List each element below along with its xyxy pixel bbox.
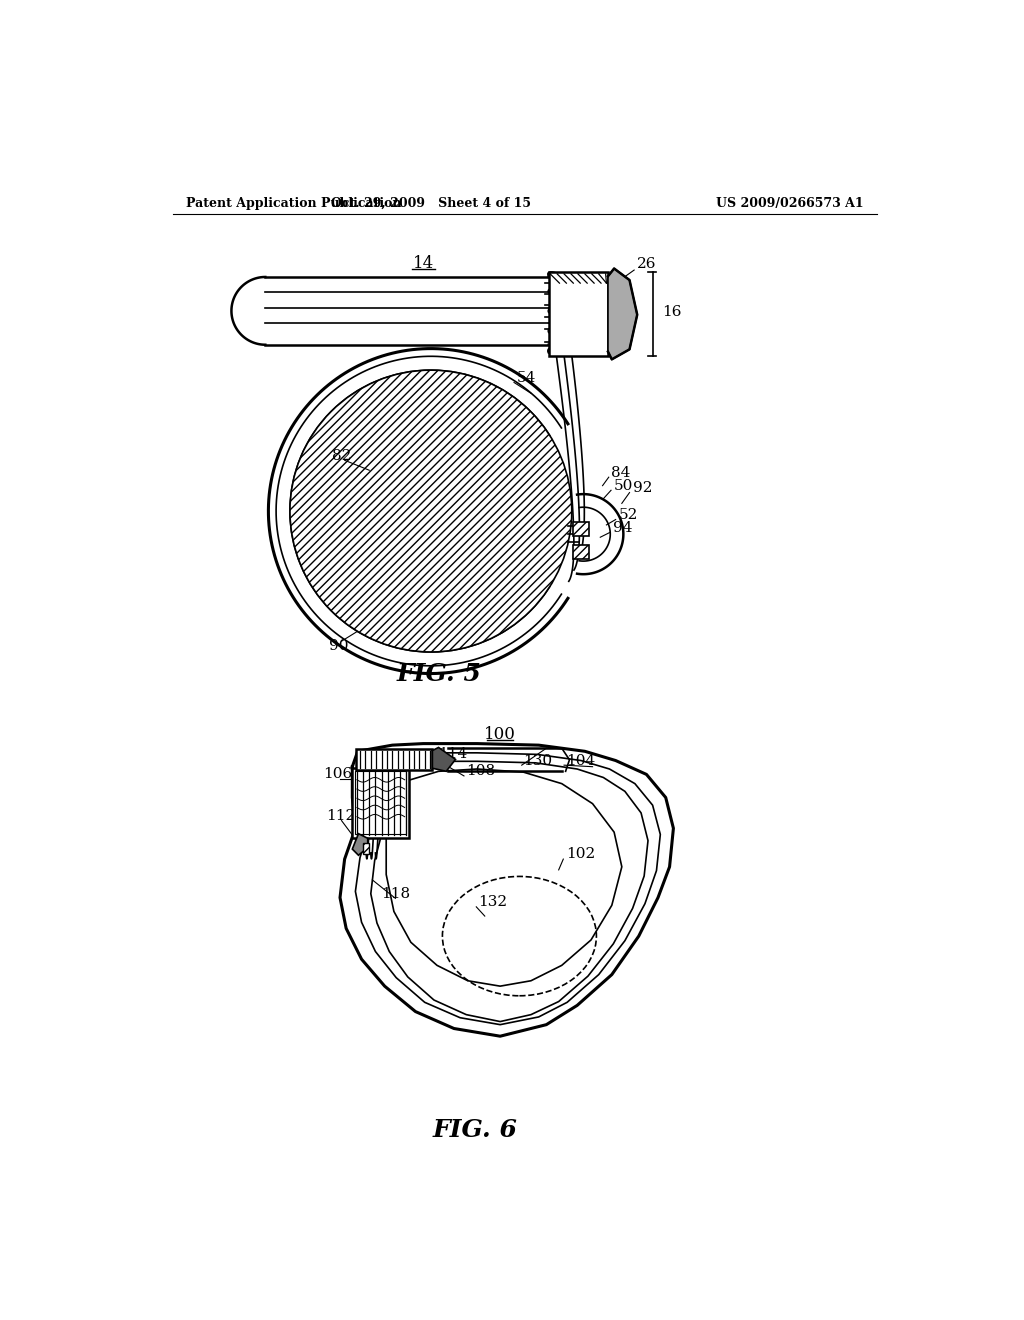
Polygon shape	[352, 834, 368, 855]
Polygon shape	[432, 747, 456, 771]
Bar	[364, 843, 370, 854]
Text: 106: 106	[323, 767, 352, 781]
Text: 82: 82	[333, 449, 351, 462]
Bar	[356, 748, 432, 770]
Text: 26: 26	[637, 257, 656, 271]
Text: 102: 102	[566, 847, 596, 862]
Text: US 2009/0266573 A1: US 2009/0266573 A1	[716, 197, 863, 210]
Text: 52: 52	[618, 508, 638, 521]
Polygon shape	[608, 268, 637, 359]
Text: 84: 84	[611, 466, 631, 479]
Text: 90: 90	[330, 639, 349, 653]
Text: 132: 132	[478, 895, 508, 909]
Bar	[573, 545, 589, 558]
Text: 118: 118	[382, 887, 411, 900]
Text: 100: 100	[484, 726, 516, 743]
Text: 50: 50	[614, 479, 634, 492]
Ellipse shape	[290, 370, 571, 652]
Text: 54: 54	[517, 371, 537, 385]
Bar	[573, 521, 589, 536]
Text: 16: 16	[662, 305, 681, 319]
Bar	[549, 272, 608, 355]
Text: 94: 94	[612, 521, 632, 535]
Text: 110: 110	[396, 758, 425, 772]
Text: 92: 92	[633, 480, 652, 495]
Text: 104: 104	[566, 754, 596, 767]
Text: Patent Application Publication: Patent Application Publication	[186, 197, 401, 210]
Bar	[355, 771, 407, 834]
Bar	[352, 768, 410, 838]
Text: FIG. 5: FIG. 5	[396, 663, 481, 686]
Text: 108: 108	[466, 764, 496, 779]
Text: 114: 114	[438, 747, 468, 762]
Text: Oct. 29, 2009   Sheet 4 of 15: Oct. 29, 2009 Sheet 4 of 15	[331, 197, 530, 210]
Text: FIG. 6: FIG. 6	[433, 1118, 518, 1142]
Text: 112: 112	[326, 809, 355, 822]
Text: 130: 130	[523, 754, 552, 767]
Text: 14: 14	[413, 255, 434, 272]
